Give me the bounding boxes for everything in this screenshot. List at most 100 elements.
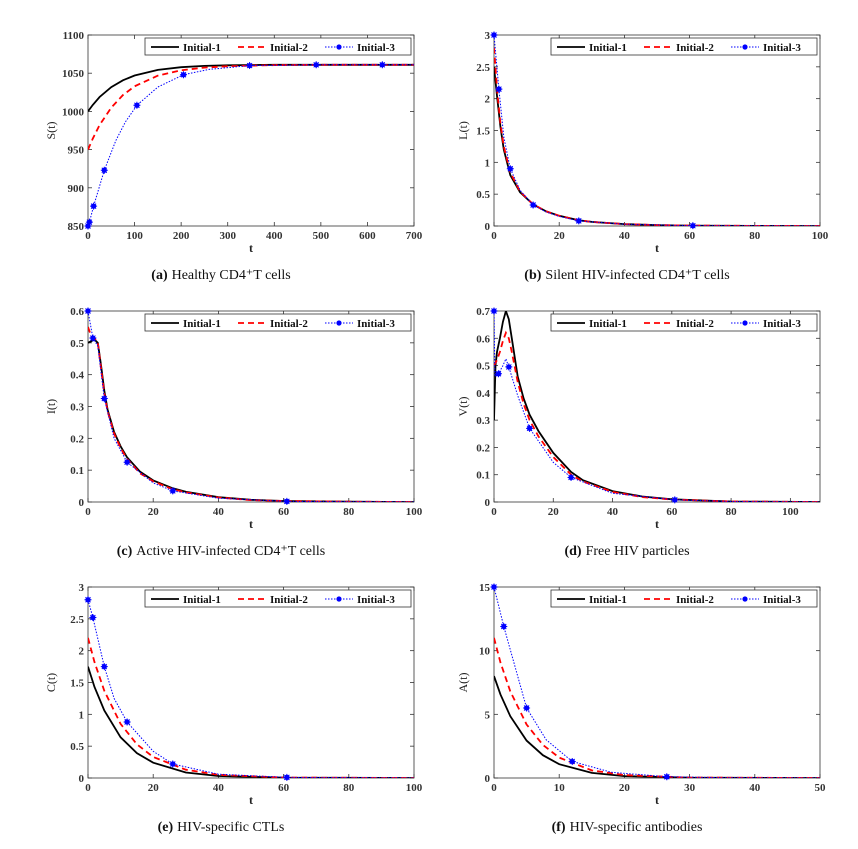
y-tick-label: 0.4: [476, 388, 490, 400]
data-point-marker: [671, 496, 679, 504]
subplot-caption: (a) Healthy CD4⁺T cells: [151, 268, 290, 283]
x-tick-label: 300: [219, 230, 236, 242]
x-tick-label: 40: [213, 782, 225, 794]
data-point-marker: [567, 473, 575, 481]
data-point-marker: [378, 61, 386, 69]
y-axis-label: V(t): [456, 397, 470, 417]
x-tick-label: 80: [343, 782, 355, 794]
y-axis-label: I(t): [44, 399, 58, 414]
data-point-marker: [100, 166, 108, 174]
subplot-a: 0 100 200 300 400 500 600 700 850 900 950 1000 1050 1…: [44, 30, 423, 283]
x-axis-label: t: [655, 793, 659, 807]
data-point-marker: [84, 307, 92, 315]
data-point-marker: [89, 334, 97, 342]
caption-panel-label: (e): [158, 820, 174, 835]
legend-label: Initial-1: [589, 318, 627, 330]
data-point-marker: [100, 395, 108, 403]
x-axis-label: t: [249, 241, 253, 255]
data-point-marker: [526, 424, 534, 432]
y-tick-label: 0.4: [70, 370, 84, 382]
x-tick-label: 100: [406, 506, 423, 518]
x-tick-label: 400: [266, 230, 283, 242]
y-tick-label: 0.5: [70, 338, 84, 350]
y-tick-label: 0.5: [70, 741, 84, 753]
x-tick-label: 60: [278, 506, 290, 518]
data-point-marker: [523, 704, 531, 712]
legend-label: Initial-2: [676, 318, 714, 330]
x-axis-label: t: [655, 517, 659, 531]
y-tick-label: 0: [485, 221, 491, 233]
data-point-marker: [490, 31, 498, 39]
y-tick-label: 1.5: [70, 678, 84, 690]
series-line-initial-2: [494, 330, 820, 502]
plot-area: [493, 34, 821, 227]
y-tick-label: 0.7: [476, 306, 490, 318]
x-tick-label: 100: [406, 782, 423, 794]
x-tick-label: 80: [726, 506, 738, 518]
legend-marker: [742, 320, 748, 326]
y-tick-label: 5: [485, 709, 491, 721]
series-line-initial-1: [88, 666, 414, 778]
legend: Initial-1 Initial-2 Initial-3: [144, 313, 412, 332]
data-point-marker: [85, 218, 93, 226]
data-point-marker: [490, 307, 498, 315]
data-point-marker: [568, 757, 576, 765]
subplot-caption: (e) HIV-specific CTLs: [158, 820, 285, 835]
legend-label: Initial-2: [270, 594, 308, 606]
legend: Initial-1 Initial-2 Initial-3: [550, 589, 818, 608]
subplot-f: 0 10 20 30 40 50 0 5 10 15 t A(t) Initial-1 Initial-2…: [456, 582, 826, 835]
x-tick-label: 100: [126, 230, 143, 242]
x-tick-label: 60: [666, 506, 678, 518]
data-point-marker: [169, 487, 177, 495]
legend-label: Initial-3: [357, 318, 395, 330]
x-tick-label: 0: [85, 506, 91, 518]
x-tick-label: 0: [491, 230, 497, 242]
data-point-marker: [500, 622, 508, 630]
y-tick-label: 15: [479, 582, 491, 594]
caption-text: Healthy CD4⁺T cells: [172, 268, 291, 283]
x-tick-label: 0: [85, 230, 91, 242]
x-tick-label: 50: [815, 782, 827, 794]
y-tick-label: 2: [485, 94, 491, 106]
x-tick-label: 0: [491, 782, 497, 794]
x-tick-label: 60: [684, 230, 696, 242]
y-tick-label: 1050: [62, 68, 85, 80]
x-axis-label: t: [655, 241, 659, 255]
x-axis-label: t: [249, 517, 253, 531]
y-tick-label: 2.5: [476, 62, 490, 74]
y-tick-label: 3: [79, 582, 85, 594]
x-tick-label: 40: [607, 506, 619, 518]
data-point-marker: [495, 85, 503, 93]
data-point-marker: [663, 773, 671, 781]
x-tick-label: 20: [148, 506, 160, 518]
y-axis-label: A(t): [456, 673, 470, 693]
x-tick-label: 40: [619, 230, 631, 242]
y-tick-label: 0: [485, 497, 491, 509]
y-tick-label: 850: [68, 221, 85, 233]
y-tick-label: 0.2: [476, 442, 490, 454]
caption-text: HIV-specific antibodies: [570, 820, 703, 835]
x-tick-label: 500: [313, 230, 330, 242]
data-point-marker: [490, 583, 498, 591]
y-tick-label: 0.6: [70, 306, 84, 318]
caption-text: Free HIV particles: [586, 544, 690, 559]
subplot-caption: (f) HIV-specific antibodies: [552, 820, 703, 835]
x-tick-label: 80: [343, 506, 355, 518]
legend-label: Initial-3: [763, 42, 801, 54]
caption-text: HIV-specific CTLs: [177, 820, 284, 835]
y-tick-label: 2.5: [70, 614, 84, 626]
x-tick-label: 30: [684, 782, 696, 794]
x-tick-label: 600: [359, 230, 376, 242]
data-point-marker: [179, 71, 187, 79]
legend-label: Initial-1: [183, 42, 221, 54]
legend: Initial-1 Initial-2 Initial-3: [550, 313, 818, 332]
legend: Initial-1 Initial-2 Initial-3: [550, 37, 818, 56]
y-tick-label: 0.3: [70, 402, 84, 414]
x-tick-label: 200: [173, 230, 190, 242]
legend-marker: [336, 320, 342, 326]
caption-panel-label: (a): [151, 268, 168, 283]
x-tick-label: 0: [491, 506, 497, 518]
y-tick-label: 2: [79, 646, 85, 658]
